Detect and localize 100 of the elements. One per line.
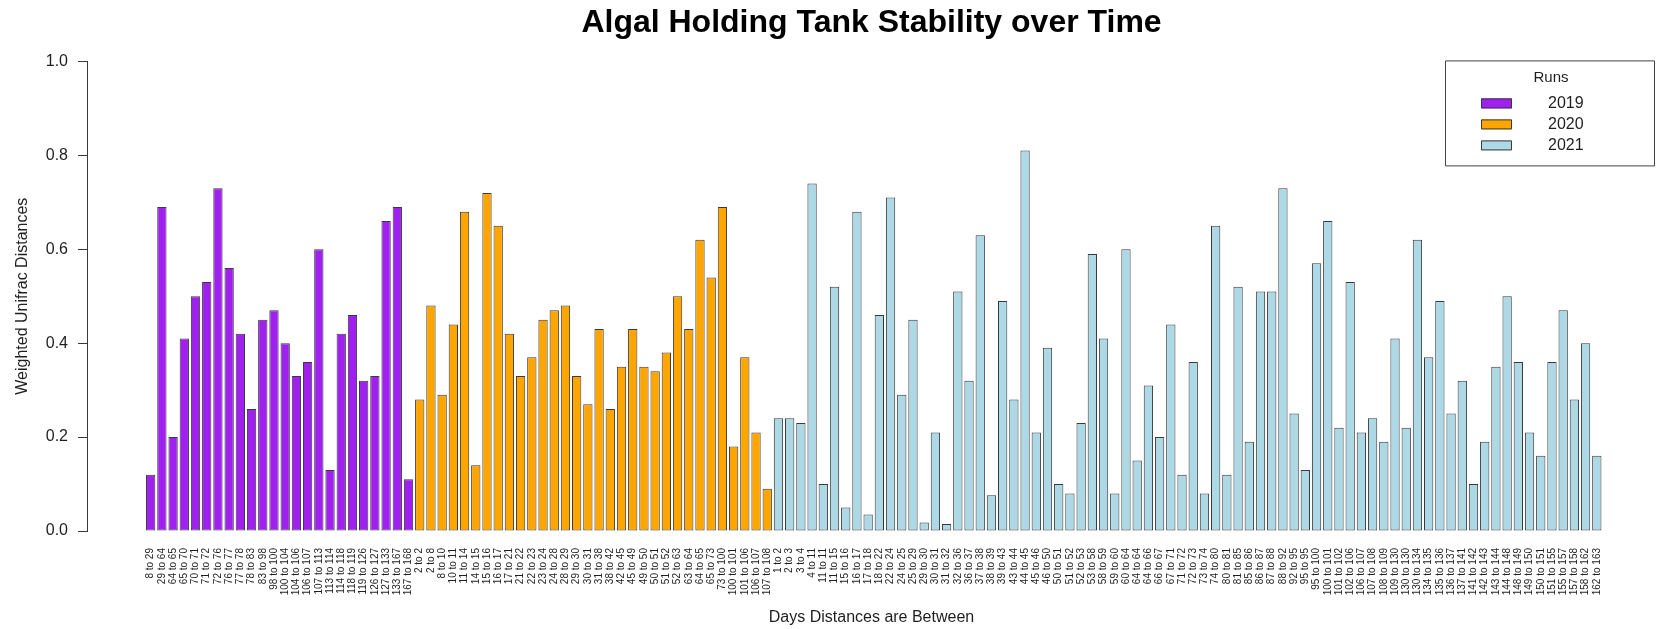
x-tick-label: 149 to 150 <box>1523 547 1535 596</box>
x-tick-label: 29 to 30 <box>570 547 582 585</box>
x-tick-label: 98 to 100 <box>267 547 279 590</box>
x-tick-label: 44 to 45 <box>1018 547 1030 585</box>
y-tick-label: 0.4 <box>45 333 69 351</box>
x-tick-label: 130 to 130 <box>1399 547 1411 596</box>
x-tick-label: 74 to 80 <box>1209 547 1221 585</box>
x-tick-label: 101 to 106 <box>738 547 750 596</box>
x-tick-label: 113 to 114 <box>323 547 335 594</box>
x-tick-label: 45 to 49 <box>626 547 638 585</box>
x-tick-label: 133 to 167 <box>391 547 403 596</box>
x-tick-label: 50 to 51 <box>648 547 660 585</box>
y-tick-label: 0.6 <box>45 239 69 257</box>
x-tick-label: 65 to 70 <box>178 547 190 585</box>
x-tick-label: 106 to 107 <box>301 547 313 596</box>
x-tick-label: 22 to 23 <box>525 547 537 585</box>
x-tick-label: 155 to 157 <box>1556 547 1568 596</box>
x-tick-label: 2 to 2 <box>413 547 425 574</box>
x-tick-label: 1 to 2 <box>772 547 784 574</box>
x-tick-label: 130 to 134 <box>1411 547 1423 596</box>
x-tick-label: 21 to 22 <box>514 547 526 585</box>
x-tick-label: 8 to 29 <box>144 547 156 579</box>
x-tick-label: 2 to 3 <box>783 547 795 574</box>
x-tick-label: 108 to 109 <box>1377 547 1389 596</box>
x-tick-label: 102 to 106 <box>1343 547 1355 596</box>
x-tick-label: 23 to 24 <box>536 547 548 585</box>
x-tick-label: 15 to 16 <box>480 547 492 585</box>
x-tick-label: 106 to 107 <box>1355 547 1367 596</box>
x-tick-label: 16 to 17 <box>850 547 862 585</box>
x-tick-label: 38 to 39 <box>985 547 997 585</box>
x-tick-label: 143 to 144 <box>1489 547 1501 596</box>
x-tick-label: 29 to 64 <box>155 547 167 585</box>
x-tick-label: 17 to 21 <box>503 547 515 585</box>
x-tick-label: 64 to 64 <box>1130 547 1142 585</box>
x-tick-label: 73 to 74 <box>1198 547 1210 585</box>
x-tick-label: 107 to 113 <box>312 547 324 595</box>
x-tick-label: 162 to 163 <box>1590 547 1602 596</box>
x-tick-label: 10 to 11 <box>447 547 459 584</box>
x-tick-label: 135 to 136 <box>1433 547 1445 596</box>
x-tick-label: 114 to 118 <box>335 547 346 594</box>
x-tick-label: 109 to 130 <box>1388 547 1400 596</box>
x-tick-label: 25 to 29 <box>906 547 918 585</box>
x-tick-label: 45 to 46 <box>1030 547 1042 585</box>
x-tick-label: 43 to 44 <box>1007 547 1019 585</box>
y-tick-label: 0.0 <box>45 521 69 539</box>
x-tick-label: 158 to 162 <box>1579 547 1591 596</box>
y-tick-label: 0.8 <box>45 145 69 163</box>
x-tick-label: 107 to 108 <box>760 547 772 596</box>
x-tick-label: 100 to 104 <box>278 547 290 596</box>
x-tick-label: 31 to 32 <box>940 547 952 585</box>
x-tick-label: 64 to 66 <box>1142 547 1154 585</box>
x-tick-label: 46 to 50 <box>1041 547 1053 585</box>
x-tick-label: 39 to 43 <box>996 547 1008 585</box>
x-tick-label: 71 to 72 <box>200 547 212 585</box>
x-tick-label: 65 to 73 <box>704 547 716 585</box>
x-tick-label: 38 to 42 <box>604 547 616 585</box>
x-tick-label: 28 to 29 <box>559 547 571 585</box>
chart-title: Algal Holding Tank Stability over Time <box>581 3 1162 40</box>
x-tick-label: 8 to 10 <box>435 547 447 579</box>
x-tick-label: 118 to 119 <box>346 547 358 594</box>
x-tick-label: 141 to 142 <box>1467 547 1479 596</box>
x-tick-label: 88 to 92 <box>1276 547 1288 585</box>
legend-label: 2019 <box>1548 93 1584 111</box>
x-tick-label: 78 to 83 <box>245 547 257 585</box>
x-tick-label: 119 to 126 <box>357 547 369 595</box>
x-tick-label: 67 to 71 <box>1164 547 1176 585</box>
x-tick-label: 157 to 158 <box>1568 547 1580 596</box>
x-tick-label: 72 to 76 <box>211 547 223 585</box>
x-tick-label: 64 to 65 <box>166 547 178 585</box>
x-tick-label: 83 to 98 <box>256 547 268 585</box>
x-tick-label: 49 to 50 <box>637 547 649 585</box>
x-tick-label: 71 to 72 <box>1175 547 1187 585</box>
x-tick-label: 148 to 149 <box>1512 547 1524 596</box>
x-tick-label: 87 to 88 <box>1265 547 1277 585</box>
x-tick-label: 76 to 77 <box>222 547 234 585</box>
x-tick-label: 86 to 87 <box>1254 547 1266 585</box>
x-tick-label: 3 to 4 <box>794 547 806 574</box>
y-tick-label: 1.0 <box>45 51 69 69</box>
x-tick-label: 137 to 141 <box>1456 547 1468 596</box>
x-axis-title: Days Distances are Between <box>768 607 975 625</box>
x-tick-label: 2 to 8 <box>424 547 436 574</box>
x-tick-label: 73 to 100 <box>716 547 728 590</box>
x-tick-label: 22 to 24 <box>884 547 896 585</box>
x-tick-label: 126 to 127 <box>368 547 380 596</box>
x-tick-label: 11 to 14 <box>458 547 470 584</box>
x-tick-label: 127 to 133 <box>379 547 391 596</box>
x-tick-label: 66 to 67 <box>1153 547 1165 585</box>
x-tick-label: 31 to 38 <box>592 547 604 585</box>
legend-label: 2021 <box>1548 135 1584 153</box>
x-tick-label: 37 to 38 <box>973 547 985 585</box>
x-tick-label: 30 to 31 <box>929 547 941 585</box>
x-tick-label: 72 to 73 <box>1186 547 1198 585</box>
x-tick-label: 100 to 101 <box>1321 547 1333 596</box>
x-tick-label: 95 to 100 <box>1310 547 1322 590</box>
x-tick-label: 134 to 135 <box>1422 547 1434 596</box>
x-tick-label: 106 to 107 <box>749 547 761 596</box>
x-tick-label: 24 to 25 <box>895 547 907 585</box>
legend-title: Runs <box>1533 67 1569 85</box>
x-tick-label: 17 to 18 <box>861 547 873 585</box>
legend-label: 2020 <box>1548 114 1584 132</box>
